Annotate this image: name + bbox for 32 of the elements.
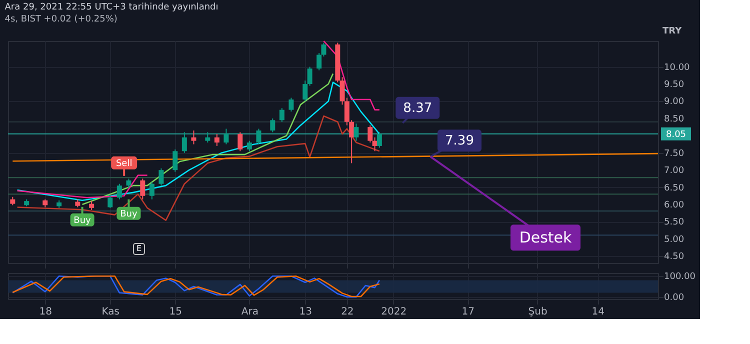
annotation: Destek	[519, 228, 572, 247]
ref-line-label: 8.05	[666, 130, 686, 140]
y-tick-label: 10.00	[664, 62, 690, 73]
annotation: Sell	[116, 158, 132, 169]
x-tick-label: 2022	[381, 306, 407, 318]
x-tick-label: Ara	[241, 306, 258, 318]
x-tick-label: 14	[592, 306, 605, 318]
x-tick-label: 15	[169, 306, 182, 318]
y-tick-label: 0.00	[664, 292, 684, 303]
y-tick-label: 6.50	[664, 183, 684, 194]
y-tick-label: 9.50	[664, 80, 684, 90]
x-tick-label: Kas	[102, 306, 120, 318]
chart-title: Ara 29, 2021 22:55 UTC+3 tarihinde yayınlandı	[4, 2, 218, 12]
x-tick-label: 22	[341, 306, 354, 318]
annotation: Buy	[120, 209, 138, 220]
x-tick-label: 17	[462, 306, 475, 318]
annotation: Buy	[74, 216, 92, 226]
y-tick-label: 100.00	[664, 272, 696, 282]
chart-subtitle: 4s, BIST +0.02 (+0.25%)	[4, 14, 118, 24]
x-tick-label: Şub	[528, 306, 548, 318]
y-tick-label: 6.00	[664, 200, 684, 210]
y-tick-label: 9.00	[664, 97, 684, 108]
annotation: E	[136, 244, 142, 253]
y-tick-label: 7.50	[664, 148, 684, 159]
y-tick-label: 7.00	[664, 166, 684, 176]
y-tick-label: 4.50	[664, 252, 684, 262]
y-tick-label: 5.00	[664, 234, 684, 245]
x-tick-label: 18	[39, 306, 52, 318]
x-tick-label: 13	[299, 306, 312, 318]
y-tick-label: 8.50	[664, 114, 684, 124]
y-axis-title: TRY	[662, 26, 682, 36]
y-tick-label: 5.50	[664, 218, 684, 228]
